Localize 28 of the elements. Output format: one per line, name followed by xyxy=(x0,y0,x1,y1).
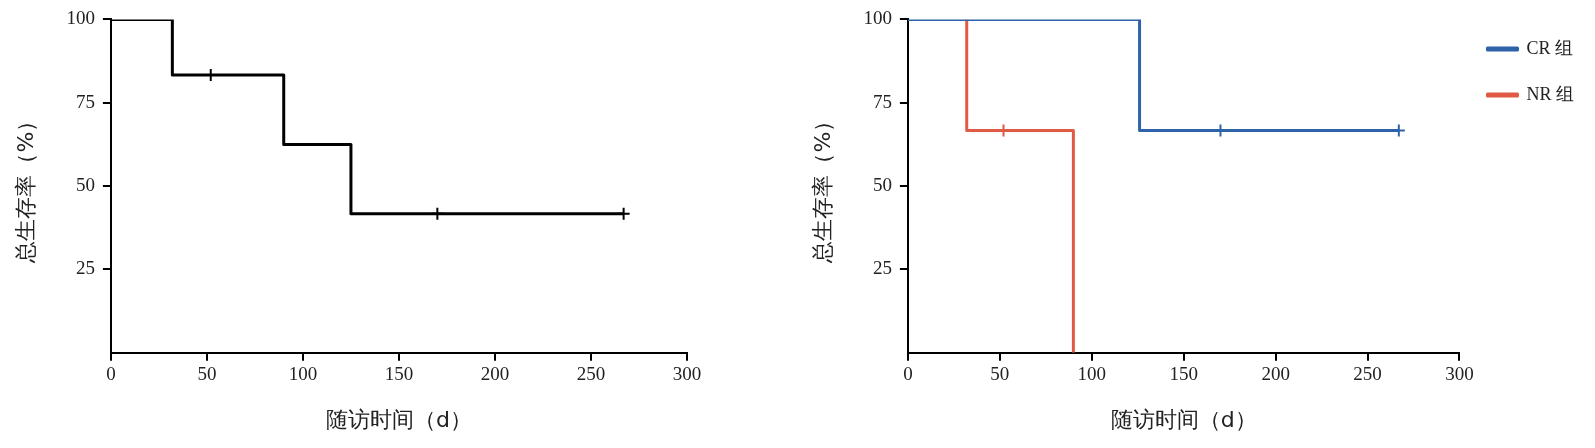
y-axis-title: 总生存率（%） xyxy=(809,109,835,264)
x-tick-label: 300 xyxy=(1445,363,1474,385)
y-tick-label: 25 xyxy=(872,257,892,279)
y-tick-label: 100 xyxy=(66,7,95,29)
x-tick-label: 0 xyxy=(903,363,913,385)
x-axis-title: 随访时间（d） xyxy=(1110,406,1257,432)
y-tick-label: 100 xyxy=(863,7,892,29)
y-tick-label: 75 xyxy=(75,90,95,112)
x-tick-label: 50 xyxy=(197,363,217,385)
x-axis-title: 随访时间（d） xyxy=(325,406,472,432)
y-tick-label: 75 xyxy=(872,90,892,112)
x-tick-label: 250 xyxy=(576,363,606,385)
y-tick-label: 25 xyxy=(75,257,95,279)
x-tick-label: 250 xyxy=(1353,363,1382,385)
y-tick-label: 50 xyxy=(75,174,95,196)
x-tick-label: 150 xyxy=(1169,363,1198,385)
legend-label: CR 组 xyxy=(1526,37,1574,58)
x-tick-label: 100 xyxy=(288,363,318,385)
x-tick-label: 300 xyxy=(672,363,702,385)
x-tick-label: 0 xyxy=(106,363,116,385)
y-axis-title: 总生存率（%） xyxy=(12,109,38,264)
x-tick-label: 200 xyxy=(480,363,510,385)
legend-label: NR 组 xyxy=(1526,83,1575,104)
x-tick-label: 50 xyxy=(990,363,1010,385)
x-tick-label: 150 xyxy=(384,363,414,385)
y-tick-label: 50 xyxy=(872,174,892,196)
x-tick-label: 200 xyxy=(1261,363,1290,385)
x-tick-label: 100 xyxy=(1077,363,1107,385)
